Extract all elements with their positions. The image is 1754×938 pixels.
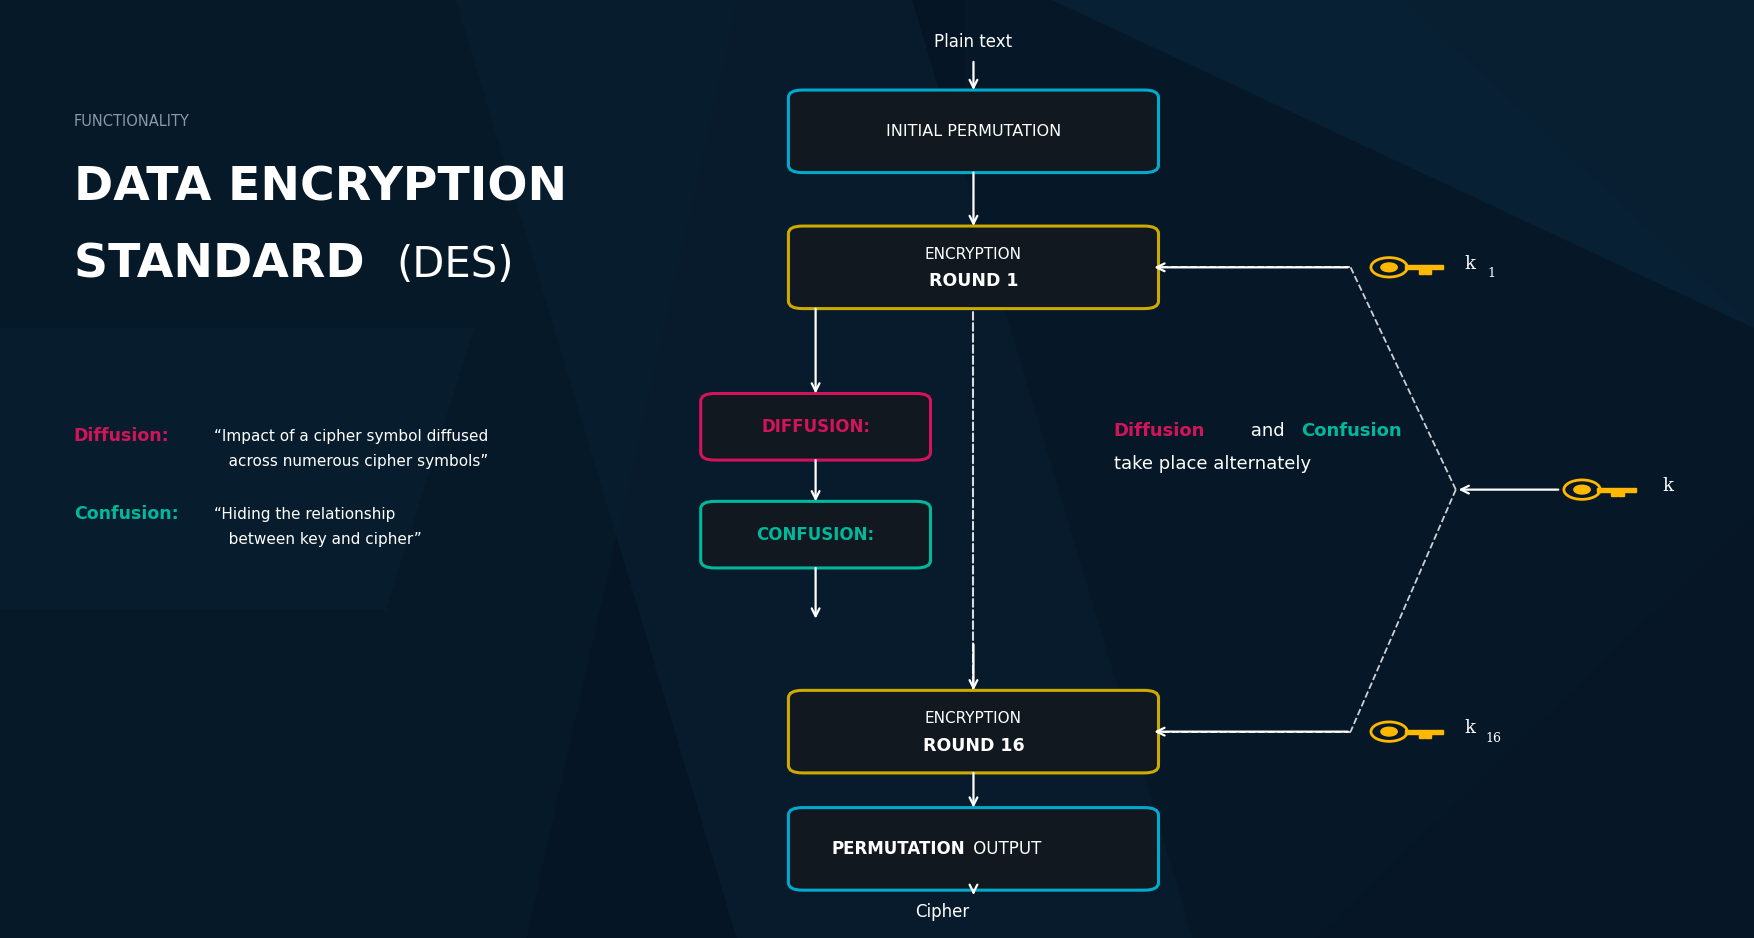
- Polygon shape: [965, 0, 1754, 938]
- FancyBboxPatch shape: [789, 808, 1159, 890]
- Text: and: and: [1245, 422, 1291, 441]
- Circle shape: [1380, 727, 1398, 736]
- Text: (DES): (DES): [396, 244, 514, 285]
- Polygon shape: [456, 0, 1193, 938]
- Text: k: k: [1465, 254, 1475, 273]
- Text: Plain text: Plain text: [935, 33, 1012, 52]
- FancyBboxPatch shape: [1598, 488, 1636, 492]
- FancyBboxPatch shape: [1426, 269, 1431, 274]
- Text: CONFUSION:: CONFUSION:: [756, 525, 875, 544]
- Polygon shape: [1316, 516, 1754, 938]
- FancyBboxPatch shape: [702, 502, 931, 568]
- Text: 1: 1: [1487, 267, 1496, 280]
- FancyBboxPatch shape: [1619, 492, 1624, 496]
- Polygon shape: [0, 0, 737, 938]
- Text: between key and cipher”: between key and cipher”: [214, 532, 421, 547]
- Polygon shape: [0, 328, 474, 610]
- Text: Diffusion:: Diffusion:: [74, 427, 170, 446]
- Text: OUTPUT: OUTPUT: [968, 840, 1042, 858]
- FancyBboxPatch shape: [789, 226, 1159, 309]
- Text: Cipher: Cipher: [916, 902, 968, 921]
- Text: DATA ENCRYPTION: DATA ENCRYPTION: [74, 165, 567, 210]
- Text: 16: 16: [1486, 732, 1501, 745]
- Text: ROUND 16: ROUND 16: [923, 736, 1024, 755]
- FancyBboxPatch shape: [1419, 734, 1424, 738]
- Text: DIFFUSION:: DIFFUSION:: [761, 417, 870, 436]
- Text: FUNCTIONALITY: FUNCTIONALITY: [74, 114, 189, 129]
- Text: STANDARD: STANDARD: [74, 242, 381, 287]
- Text: “Impact of a cipher symbol diffused: “Impact of a cipher symbol diffused: [214, 429, 488, 444]
- FancyBboxPatch shape: [1426, 734, 1431, 738]
- Text: across numerous cipher symbols”: across numerous cipher symbols”: [214, 454, 488, 469]
- Text: “Hiding the relationship: “Hiding the relationship: [214, 507, 395, 522]
- FancyBboxPatch shape: [1405, 265, 1444, 269]
- FancyBboxPatch shape: [702, 394, 931, 460]
- FancyBboxPatch shape: [1612, 492, 1617, 496]
- Text: take place alternately: take place alternately: [1114, 455, 1310, 474]
- FancyBboxPatch shape: [789, 690, 1159, 773]
- FancyBboxPatch shape: [1419, 269, 1424, 274]
- Polygon shape: [1052, 0, 1754, 328]
- Text: PERMUTATION: PERMUTATION: [831, 840, 965, 858]
- Text: INITIAL PERMUTATION: INITIAL PERMUTATION: [886, 124, 1061, 139]
- FancyBboxPatch shape: [1405, 730, 1444, 734]
- Text: k: k: [1663, 477, 1673, 495]
- FancyBboxPatch shape: [789, 90, 1159, 173]
- Text: ENCRYPTION: ENCRYPTION: [924, 247, 1023, 262]
- Circle shape: [1380, 263, 1398, 272]
- Text: Confusion:: Confusion:: [74, 505, 179, 523]
- Text: Confusion: Confusion: [1301, 422, 1401, 441]
- Text: Diffusion: Diffusion: [1114, 422, 1205, 441]
- Circle shape: [1573, 485, 1591, 494]
- Text: ROUND 1: ROUND 1: [928, 272, 1019, 291]
- Text: k: k: [1465, 719, 1475, 737]
- Text: ENCRYPTION: ENCRYPTION: [924, 711, 1023, 726]
